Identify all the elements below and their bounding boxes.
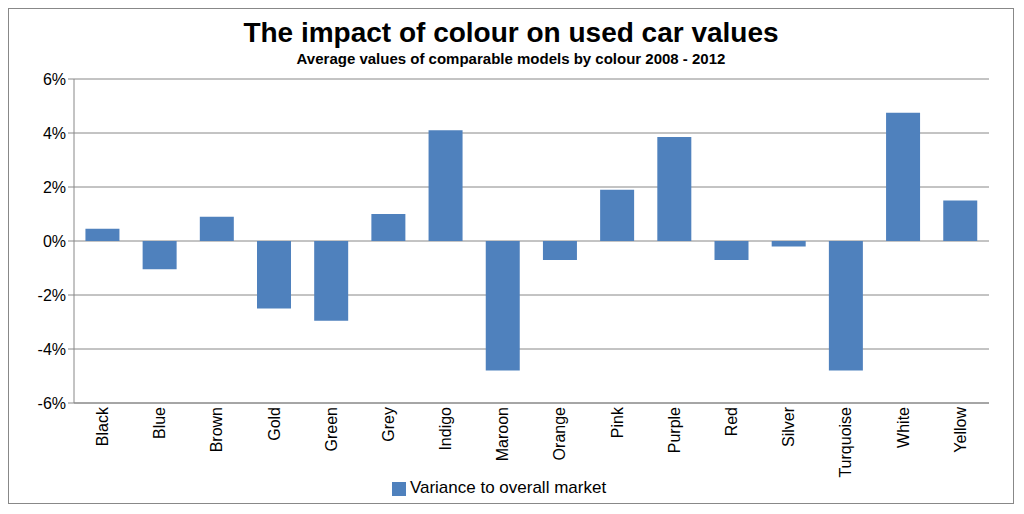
svg-text:White: White [895,407,912,448]
svg-text:Gold: Gold [266,407,283,441]
svg-text:2%: 2% [43,179,66,196]
svg-text:4%: 4% [43,125,66,142]
svg-text:Silver: Silver [780,406,797,447]
svg-text:Blue: Blue [151,407,168,439]
svg-text:-4%: -4% [38,341,66,358]
svg-text:Turquoise: Turquoise [837,407,854,478]
svg-text:-2%: -2% [38,287,66,304]
svg-text:Maroon: Maroon [494,407,511,461]
svg-text:0%: 0% [43,233,66,250]
svg-text:Purple: Purple [666,407,683,453]
svg-text:-6%: -6% [38,395,66,412]
svg-text:Black: Black [94,406,111,446]
svg-text:Orange: Orange [551,407,568,460]
html-text:Variance to overall market: Variance to overall market [409,478,607,497]
svg-text:Indigo: Indigo [437,407,454,451]
svg-text:Red: Red [723,407,740,436]
html-text:The impact of colour on used c: The impact of colour on used car values [243,17,779,48]
svg-text:6%: 6% [43,71,66,88]
html-text:Average values of comparable m: Average values of comparable models by c… [296,50,726,67]
svg-text:Green: Green [323,407,340,451]
svg-text:Pink: Pink [609,406,626,438]
svg-text:Yellow: Yellow [952,407,969,453]
svg-text:Grey: Grey [380,407,397,442]
svg-text:Brown: Brown [208,407,225,452]
